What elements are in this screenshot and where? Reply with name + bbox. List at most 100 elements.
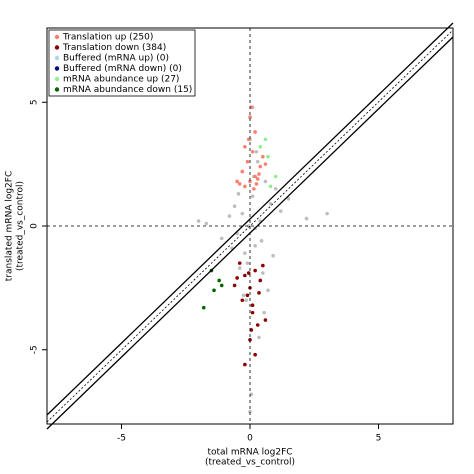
y-tick-label: -5 [30, 345, 40, 354]
legend-label: Buffered (mRNA down) (0) [63, 64, 182, 74]
legend-marker [54, 66, 60, 71]
point [244, 298, 248, 303]
legend-label: Translation up (250) [62, 33, 153, 43]
point [245, 159, 250, 164]
point [245, 293, 250, 298]
point [279, 209, 283, 213]
x-tick-label: -5 [117, 434, 126, 444]
point [257, 335, 261, 340]
point [255, 323, 260, 327]
point [212, 288, 216, 293]
point [227, 214, 232, 218]
legend-marker [54, 55, 60, 61]
point [241, 293, 246, 298]
point [262, 310, 266, 315]
y-tick-label: 5 [30, 99, 40, 105]
legend-label: mRNA abundance up (27) [63, 75, 179, 85]
reference-line [46, 22, 454, 416]
x-axis-label: (treated_vs_control) [205, 458, 295, 468]
legend-marker [54, 76, 60, 82]
point [261, 154, 265, 159]
legend-marker [54, 45, 60, 50]
point [325, 211, 329, 216]
point [248, 179, 252, 184]
point [286, 196, 291, 201]
x-axis-label: total mRNA log2FC [207, 448, 292, 458]
y-axis-label: (treated_vs_control) [16, 181, 26, 271]
point [237, 182, 242, 186]
x-tick-label: 5 [376, 434, 382, 444]
point [232, 204, 237, 208]
point [196, 219, 201, 223]
point [248, 115, 252, 119]
point [219, 283, 224, 288]
point [253, 352, 257, 357]
point [235, 179, 239, 184]
point [254, 149, 259, 154]
point [217, 278, 221, 283]
point [261, 263, 265, 268]
point [255, 177, 260, 181]
point [263, 318, 268, 322]
point [240, 169, 245, 174]
point [253, 130, 257, 134]
point [255, 159, 260, 164]
point [243, 251, 247, 256]
point [240, 211, 245, 216]
point [246, 271, 251, 275]
point [253, 174, 257, 179]
point [237, 266, 242, 270]
point [263, 162, 268, 166]
point [253, 244, 257, 248]
point [250, 303, 255, 308]
point [237, 261, 242, 265]
point [245, 261, 250, 265]
point [259, 239, 264, 243]
point [257, 172, 261, 176]
legend-label: Translation down (384) [62, 43, 166, 53]
point [258, 278, 263, 283]
point [268, 184, 273, 189]
point [273, 174, 278, 179]
point [263, 179, 268, 184]
point [266, 154, 270, 159]
y-axis-label: translated mRNA log2FC [5, 171, 15, 281]
y-tick-label: 0 [30, 223, 40, 229]
point [201, 305, 206, 310]
point [248, 409, 252, 414]
point [273, 187, 278, 191]
legend-label: Buffered (mRNA up) (0) [63, 54, 169, 64]
legend-box [48, 29, 196, 97]
legend-label: mRNA abundance down (15) [63, 85, 192, 95]
point [240, 298, 245, 303]
point [254, 182, 259, 186]
point [250, 310, 255, 315]
point [261, 271, 265, 275]
point [271, 253, 275, 258]
reference-line [46, 36, 454, 430]
point [204, 221, 209, 226]
point [263, 137, 268, 142]
point [250, 149, 255, 154]
point [243, 273, 247, 278]
legend-marker [54, 34, 60, 40]
point [243, 184, 247, 189]
point [258, 164, 263, 169]
point [250, 194, 255, 199]
point [236, 192, 241, 196]
point [243, 145, 247, 149]
point [257, 291, 261, 295]
point [258, 145, 263, 149]
point [248, 338, 252, 342]
point [268, 201, 273, 206]
point [266, 288, 270, 293]
legend-marker [54, 87, 60, 92]
point [304, 216, 309, 221]
point [253, 268, 257, 273]
point [219, 236, 224, 241]
x-tick-label: 0 [247, 434, 253, 444]
point [235, 276, 239, 280]
point [232, 283, 237, 288]
points-layer [196, 105, 329, 414]
